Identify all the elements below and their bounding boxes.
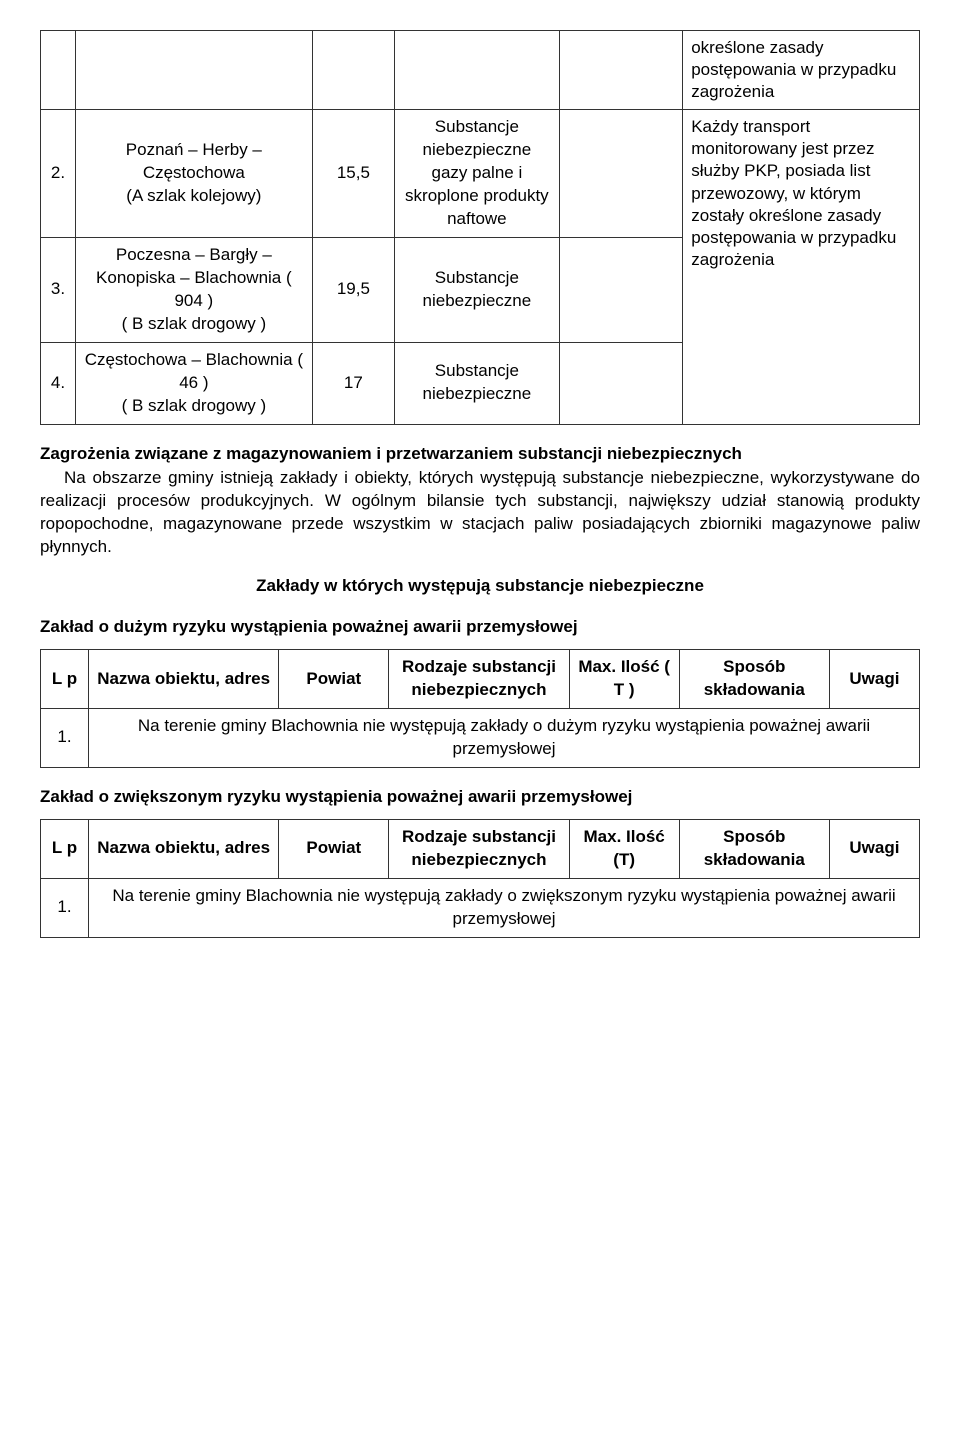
route-name: Poczesna – Bargły – Konopiska – Blachown…	[75, 237, 312, 342]
col-lp: L p	[41, 650, 89, 709]
substances: Substancje niebezpieczne	[395, 342, 560, 424]
row-text: Na terenie gminy Blachownia nie występuj…	[89, 878, 920, 937]
table-row: 1. Na terenie gminy Blachownia nie wystę…	[41, 878, 920, 937]
row-text: Na terenie gminy Blachownia nie występuj…	[89, 708, 920, 767]
distance: 19,5	[312, 237, 394, 342]
col-storage: Sposób składowania	[679, 819, 829, 878]
col-uwagi: Uwagi	[829, 819, 919, 878]
distance: 15,5	[312, 110, 394, 238]
routes-table: określone zasady postępowania w przypadk…	[40, 30, 920, 425]
table-row: określone zasady postępowania w przypadk…	[41, 31, 920, 110]
substances: Substancje niebezpieczne gazy palne i sk…	[395, 110, 560, 238]
inc-risk-table: L p Nazwa obiektu, adres Powiat Rodzaje …	[40, 819, 920, 938]
top-note: określone zasady postępowania w przypadk…	[683, 31, 920, 110]
col-name: Nazwa obiektu, adres	[89, 819, 279, 878]
table-row: 2. Poznań – Herby – Częstochowa (A szlak…	[41, 110, 920, 238]
row-num: 3.	[41, 237, 76, 342]
storage-heading: Zagrożenia związane z magazynowaniem i p…	[40, 443, 920, 466]
row-num: 4.	[41, 342, 76, 424]
substances: Substancje niebezpieczne	[395, 237, 560, 342]
col-powiat: Powiat	[279, 650, 389, 709]
col-uwagi: Uwagi	[829, 650, 919, 709]
high-risk-table: L p Nazwa obiektu, adres Powiat Rodzaje …	[40, 649, 920, 768]
col-storage: Sposób składowania	[679, 650, 829, 709]
col-types: Rodzaje substancji niebezpiecznych	[389, 650, 569, 709]
table-row: 1. Na terenie gminy Blachownia nie wystę…	[41, 708, 920, 767]
route-name: Częstochowa – Blachownia ( 46 ) ( B szla…	[75, 342, 312, 424]
route-name: Poznań – Herby – Częstochowa (A szlak ko…	[75, 110, 312, 238]
row-num: 2.	[41, 110, 76, 238]
storage-body: Na obszarze gminy istnieją zakłady i obi…	[40, 467, 920, 559]
transport-note: Każdy transport monitorowany jest przez …	[683, 110, 920, 424]
high-risk-title: Zakład o dużym ryzyku wystąpienia poważn…	[40, 616, 920, 639]
col-name: Nazwa obiektu, adres	[89, 650, 279, 709]
row-num: 1.	[41, 708, 89, 767]
table-header-row: L p Nazwa obiektu, adres Powiat Rodzaje …	[41, 819, 920, 878]
col-types: Rodzaje substancji niebezpiecznych	[389, 819, 569, 878]
col-powiat: Powiat	[279, 819, 389, 878]
subsection-title: Zakłady w których występują substancje n…	[40, 575, 920, 598]
table-header-row: L p Nazwa obiektu, adres Powiat Rodzaje …	[41, 650, 920, 709]
col-lp: L p	[41, 819, 89, 878]
col-max: Max. Ilość ( T )	[569, 650, 679, 709]
row-num: 1.	[41, 878, 89, 937]
inc-risk-title: Zakład o zwiększonym ryzyku wystąpienia …	[40, 786, 920, 809]
col-max: Max. Ilość (T)	[569, 819, 679, 878]
distance: 17	[312, 342, 394, 424]
